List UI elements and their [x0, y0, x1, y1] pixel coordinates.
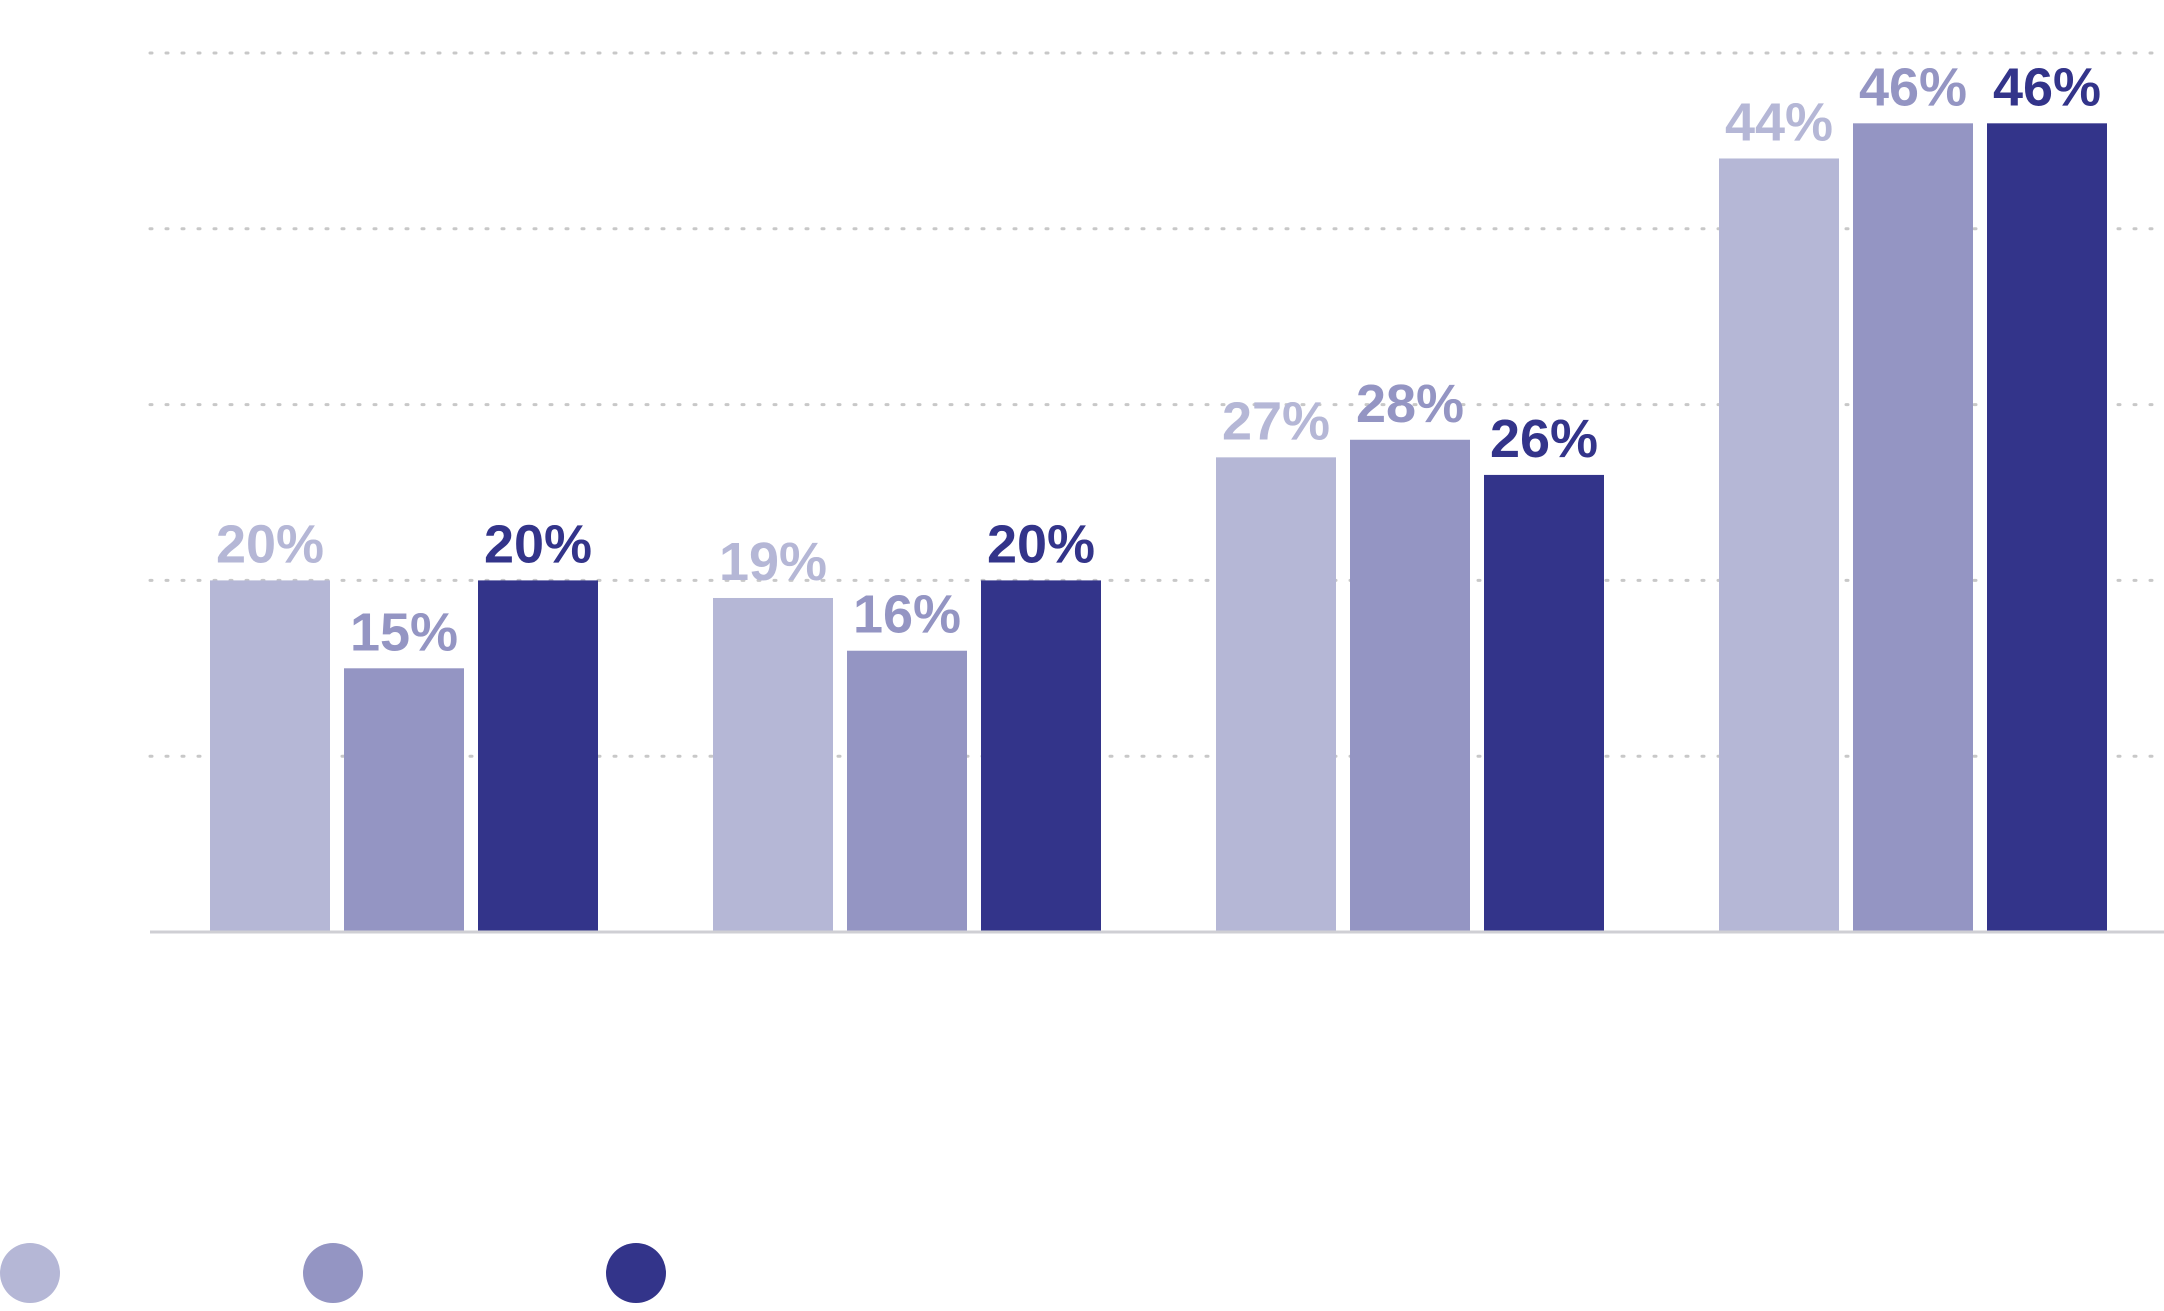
bar — [1484, 474, 1604, 932]
bar — [847, 650, 967, 932]
data-label: 46% — [1993, 57, 2101, 117]
legend-marker — [0, 1243, 60, 1303]
bars — [210, 123, 2107, 933]
legend-marker — [606, 1243, 666, 1303]
legend-marker — [303, 1243, 363, 1303]
bar — [1719, 158, 1839, 933]
data-label: 26% — [1490, 409, 1598, 469]
bar — [344, 668, 464, 932]
data-label: 20% — [216, 514, 324, 574]
bar — [1987, 123, 2107, 932]
data-label: 28% — [1356, 374, 1464, 434]
bar — [1350, 439, 1470, 932]
data-label: 16% — [853, 585, 961, 645]
legend — [0, 1243, 666, 1303]
data-label: 15% — [350, 602, 458, 662]
bar — [478, 580, 598, 932]
data-label: 44% — [1725, 92, 1833, 152]
data-labels: 20% 15% 20% 19% 16% 20% 27% 28% 26% 44% 46% 46% — [216, 57, 2101, 662]
data-label: 20% — [987, 514, 1095, 574]
data-label: 20% — [484, 514, 592, 574]
data-label: 27% — [1222, 391, 1330, 451]
bar — [1216, 457, 1336, 932]
bar — [1853, 123, 1973, 932]
bar — [981, 580, 1101, 932]
bar — [713, 597, 833, 932]
data-label: 46% — [1859, 57, 1967, 117]
bar — [210, 580, 330, 932]
data-label: 19% — [719, 532, 827, 592]
